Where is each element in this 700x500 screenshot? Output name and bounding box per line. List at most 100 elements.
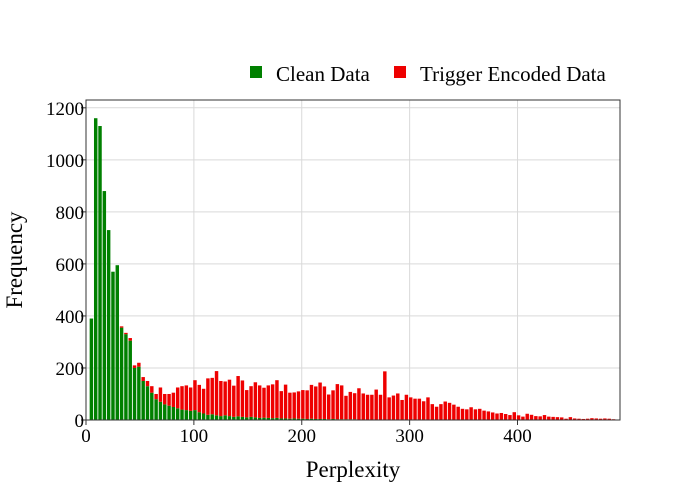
bar-clean-data [292, 418, 296, 420]
bar-trigger-encoded-data [370, 394, 374, 420]
bar-trigger-encoded-data [283, 384, 288, 419]
bar-clean-data [167, 405, 171, 420]
bar-trigger-encoded-data [603, 418, 607, 420]
bar-trigger-encoded-data [439, 404, 443, 420]
bar-trigger-encoded-data [560, 417, 564, 420]
bar-clean-data [318, 418, 322, 420]
bar-clean-data [89, 318, 94, 420]
x-tick-label: 200 [288, 426, 317, 447]
bar-clean-data [301, 418, 305, 420]
bar-trigger-encoded-data [322, 386, 327, 419]
bar-trigger-encoded-data [426, 397, 430, 420]
bar-trigger-encoded-data [452, 404, 456, 420]
bar-trigger-encoded-data [335, 384, 340, 420]
bar-clean-data [106, 230, 111, 420]
bar-clean-data [219, 416, 223, 420]
bar-trigger-encoded-data [314, 386, 318, 419]
bar-trigger-encoded-data [443, 401, 447, 420]
bar-trigger-encoded-data [132, 365, 137, 368]
bar-trigger-encoded-data [413, 398, 417, 420]
bar-trigger-encoded-data [219, 380, 223, 417]
bar-trigger-encoded-data [171, 392, 176, 407]
bar-trigger-encoded-data [387, 397, 391, 420]
bar-trigger-encoded-data [150, 386, 154, 393]
bar-trigger-encoded-data [309, 384, 314, 419]
bar-trigger-encoded-data [128, 338, 132, 341]
bar-clean-data [283, 418, 288, 420]
bar-trigger-encoded-data [339, 385, 344, 420]
legend-swatch-clean-data [250, 66, 262, 78]
bar-trigger-encoded-data [383, 371, 387, 420]
bar-clean-data [257, 417, 262, 420]
bar-trigger-encoded-data [555, 417, 560, 420]
bar-trigger-encoded-data [270, 384, 275, 419]
bar-clean-data [262, 417, 266, 420]
bar-trigger-encoded-data [396, 393, 400, 420]
bar-trigger-encoded-data [473, 409, 478, 420]
bar-trigger-encoded-data [141, 377, 145, 381]
bar-trigger-encoded-data [456, 406, 460, 420]
x-axis-title: Perplexity [306, 457, 401, 482]
x-axis-ticks: 0 100 200 300 400 [81, 420, 532, 447]
bar-clean-data [154, 399, 158, 420]
bar-trigger-encoded-data [585, 418, 590, 420]
bar-clean-data [111, 271, 115, 420]
bar-trigger-encoded-data [301, 390, 305, 419]
bar-trigger-encoded-data [236, 376, 240, 417]
bar-clean-data [158, 401, 163, 420]
bar-trigger-encoded-data [137, 362, 141, 367]
y-tick-label: 800 [56, 203, 85, 224]
bar-trigger-encoded-data [404, 394, 409, 420]
bar-trigger-encoded-data [577, 418, 581, 420]
bar-clean-data [249, 416, 253, 420]
bar-trigger-encoded-data [611, 419, 616, 420]
bar-trigger-encoded-data [594, 418, 598, 420]
bar-trigger-encoded-data [197, 384, 201, 413]
bar-clean-data [296, 418, 301, 420]
bar-trigger-encoded-data [232, 385, 236, 417]
bar-clean-data [150, 392, 154, 420]
bar-clean-data [236, 416, 240, 420]
bar-trigger-encoded-data [581, 418, 586, 420]
bar-trigger-encoded-data [486, 411, 491, 420]
bar-trigger-encoded-data [525, 413, 529, 420]
y-tick-label: 1000 [46, 151, 84, 172]
bar-trigger-encoded-data [344, 395, 348, 420]
bar-clean-data [240, 416, 245, 420]
bar-trigger-encoded-data [163, 393, 167, 405]
bar-trigger-encoded-data [478, 408, 482, 420]
bar-trigger-encoded-data [318, 382, 322, 419]
bar-trigger-encoded-data [434, 406, 439, 420]
bar-trigger-encoded-data [180, 386, 184, 410]
bar-clean-data [175, 408, 180, 420]
x-tick-label: 100 [180, 426, 209, 447]
bar-clean-data [270, 418, 275, 420]
bar-clean-data [305, 418, 309, 420]
y-tick-label: 1200 [46, 99, 84, 120]
bar-trigger-encoded-data [145, 380, 150, 387]
bar-trigger-encoded-data [262, 387, 266, 418]
bar-clean-data [322, 418, 327, 420]
bar-clean-data [275, 417, 279, 420]
bar-trigger-encoded-data [547, 416, 551, 420]
bar-trigger-encoded-data [240, 380, 245, 417]
bar-trigger-encoded-data [400, 399, 404, 420]
bar-trigger-encoded-data [223, 381, 227, 416]
legend-label-trigger-encoded-data: Trigger Encoded Data [420, 62, 607, 86]
bar-trigger-encoded-data [175, 387, 180, 409]
bar-trigger-encoded-data [551, 416, 555, 420]
bar-trigger-encoded-data [430, 404, 435, 420]
bar-trigger-encoded-data [275, 380, 279, 418]
bar-trigger-encoded-data [508, 415, 512, 420]
bar-trigger-encoded-data [331, 390, 335, 419]
bar-clean-data [197, 412, 201, 420]
bar-trigger-encoded-data [210, 377, 214, 415]
bar-clean-data [119, 327, 124, 420]
bar-trigger-encoded-data [421, 401, 426, 420]
bar-trigger-encoded-data [327, 394, 331, 420]
bar-trigger-encoded-data [465, 409, 469, 420]
bar-trigger-encoded-data [348, 391, 353, 420]
bar-trigger-encoded-data [516, 415, 521, 420]
bar-clean-data [214, 415, 219, 420]
bar-trigger-encoded-data [391, 395, 396, 420]
